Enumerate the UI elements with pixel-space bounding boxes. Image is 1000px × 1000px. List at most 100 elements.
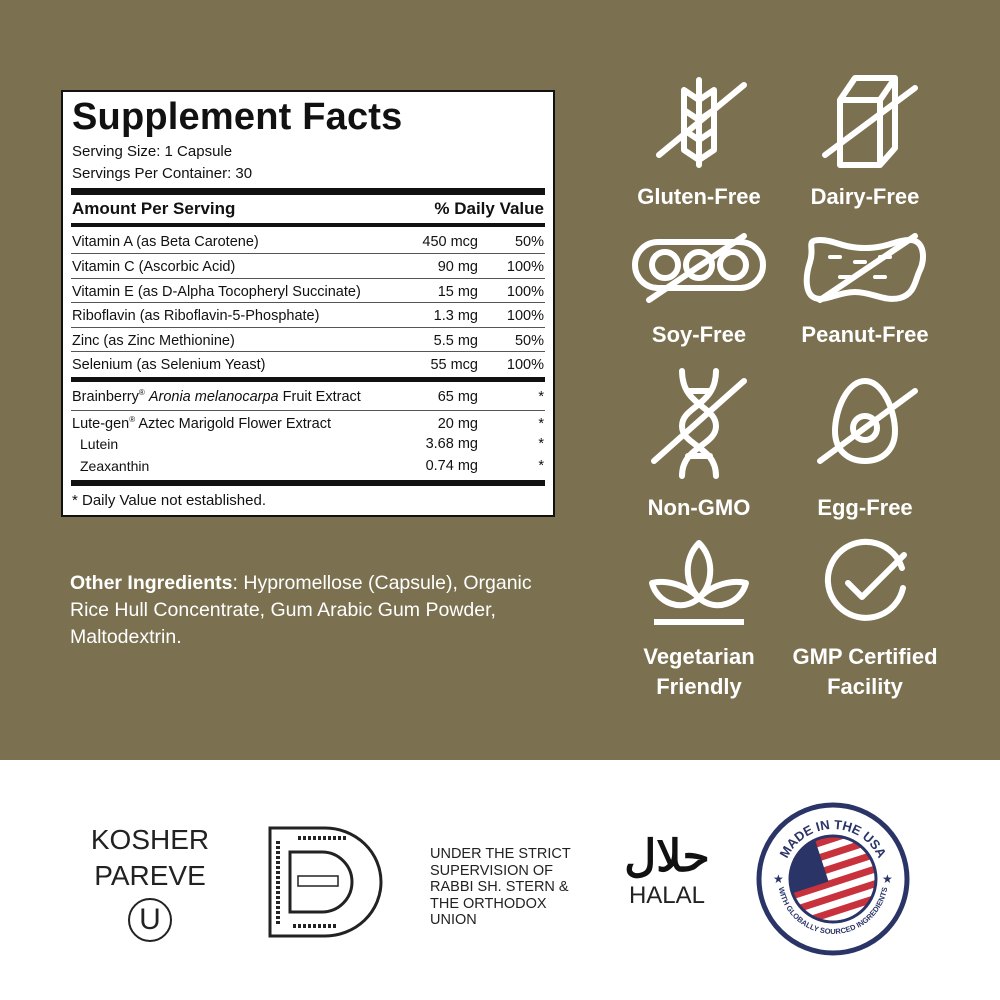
leaf-icon	[649, 540, 749, 625]
badge-gmp-certified: GMP Certified Facility	[780, 538, 950, 702]
halal-arabic-text: حلال	[624, 832, 710, 881]
other-ingredients-label: Other Ingredients	[70, 572, 233, 594]
table-row: Zinc (as Zinc Methionine) 5.5 mg 50%	[72, 328, 544, 353]
ingredient-name: Vitamin C (Ascorbic Acid)	[72, 258, 236, 275]
supervision-line: RABBI SH. STERN &	[430, 879, 569, 895]
milk-carton-crossed-icon	[822, 75, 918, 168]
other-ingredients-text: : Hypromellose (Capsule), Organic Rice H…	[70, 572, 532, 648]
ingredient-latin-name: Aronia melanocarpa	[148, 388, 279, 405]
wheat-crossed-icon	[656, 77, 747, 168]
ingredient-name: Zinc (as Zinc Methionine)	[72, 332, 235, 349]
badge-label: Egg-Free	[817, 495, 913, 520]
badge-label: Gluten-Free	[637, 184, 761, 209]
daily-value: 100%	[506, 307, 544, 324]
made-in-usa-seal: MADE IN THE USA WITH GLOBALLY SOURCED IN…	[756, 802, 910, 956]
kosher-pareve: KOSHER PAREVE U	[90, 822, 210, 942]
table-row: Vitamin C (Ascorbic Acid) 90 mg 100%	[72, 254, 544, 279]
divider	[71, 278, 545, 279]
peanut-crossed-icon	[803, 233, 926, 303]
table-row: Selenium (as Selenium Yeast) 55 mcg 100%	[72, 352, 544, 377]
supervision-line: SUPERVISION OF	[430, 862, 554, 879]
daily-value: *	[538, 415, 544, 432]
daily-value: *	[538, 388, 544, 405]
egg-crossed-icon	[817, 377, 918, 465]
supervision-line: UNDER THE STRICT	[430, 846, 571, 862]
divider	[71, 188, 545, 195]
ingredient-name: Lute-gen	[72, 415, 130, 432]
amount: 90 mg	[437, 258, 478, 275]
ingredient-name-suffix: Fruit Extract	[282, 388, 361, 405]
supervision-text: UNDER THE STRICT SUPERVISION OF RABBI SH…	[430, 846, 571, 929]
divider	[71, 253, 545, 254]
badge-label: Dairy-Free	[810, 184, 920, 209]
table-row: Lutein 3.68 mg *	[72, 433, 544, 455]
badge-peanut-free: Peanut-Free	[780, 232, 950, 350]
amount: 65 mg	[437, 388, 478, 405]
ingredient-name: Riboflavin (as Riboflavin-5-Phosphate)	[72, 307, 320, 324]
divider	[71, 377, 545, 382]
ingredient-name: Vitamin E (as D-Alpha Tocopheryl Succina…	[72, 283, 361, 300]
header-amount: Amount Per Serving	[72, 198, 236, 218]
kosher-text: KOSHER	[90, 824, 210, 855]
star-icon: ★	[882, 872, 893, 886]
halal-logo: حلال HALAL	[612, 832, 722, 910]
table-row: Zeaxanthin 0.74 mg *	[72, 455, 544, 477]
supervision-line: THE ORTHODOX	[430, 895, 547, 912]
pareve-text: PAREVE	[94, 860, 206, 891]
registered-mark: ®	[138, 388, 145, 398]
header-row: Amount Per Serving % Daily Value	[72, 196, 544, 221]
badge-label: Friendly	[656, 674, 742, 699]
table-row: Vitamin E (as D-Alpha Tocopheryl Succina…	[72, 279, 544, 304]
amount: 5.5 mg	[433, 332, 478, 349]
badge-label: Vegetarian	[643, 644, 755, 669]
daily-value: 100%	[506, 258, 544, 275]
amount: 1.3 mg	[433, 307, 478, 324]
daily-value: 100%	[506, 356, 544, 373]
header-dv: % Daily Value	[434, 198, 544, 218]
badge-label: Facility	[827, 674, 903, 699]
registered-mark: ®	[129, 415, 136, 425]
divider	[71, 410, 545, 411]
amount: 55 mcg	[430, 356, 478, 373]
ingredient-name-suffix: Aztec Marigold Flower Extract	[138, 415, 331, 432]
other-ingredients: Other Ingredients: Hypromellose (Capsule…	[70, 570, 550, 651]
daily-value: 100%	[506, 283, 544, 300]
dna-crossed-icon	[651, 368, 747, 479]
badge-gluten-free: Gluten-Free	[614, 70, 784, 212]
badge-dairy-free: Dairy-Free	[780, 70, 950, 212]
supplement-facts-panel: Supplement Facts Serving Size: 1 Capsule…	[61, 90, 555, 517]
badge-soy-free: Soy-Free	[614, 232, 784, 350]
badge-label: GMP Certified	[792, 644, 938, 669]
star-icon: ★	[773, 872, 784, 886]
daily-value: *	[538, 458, 544, 474]
table-row: Riboflavin (as Riboflavin-5-Phosphate) 1.…	[72, 303, 544, 328]
amount: 20 mg	[437, 415, 478, 432]
ou-symbol: U	[128, 898, 172, 942]
divider	[71, 223, 545, 227]
daily-value: 50%	[514, 332, 544, 349]
divider	[71, 480, 545, 486]
badge-egg-free: Egg-Free	[780, 366, 950, 523]
table-row: Brainberry® Aronia melanocarpa Fruit Ext…	[72, 384, 544, 409]
soybean-crossed-icon	[632, 233, 766, 303]
halal-text: HALAL	[628, 882, 706, 909]
badge-label: Soy-Free	[651, 322, 747, 347]
amount: 15 mg	[437, 283, 478, 300]
badge-non-gmo: Non-GMO	[614, 366, 784, 523]
table-row: Vitamin A (as Beta Carotene) 450 mcg 50%	[72, 229, 544, 254]
divider	[71, 327, 545, 328]
footnote: * Daily Value not established.	[72, 492, 267, 509]
daily-value: *	[538, 436, 544, 452]
supervision-line: UNION	[430, 912, 477, 928]
badge-label: Peanut-Free	[801, 322, 929, 347]
divider	[71, 351, 545, 352]
divider	[71, 302, 545, 303]
facts-title: Supplement Facts	[72, 96, 403, 138]
amount: 450 mcg	[422, 233, 478, 250]
badge-label: Non-GMO	[647, 495, 751, 520]
amount: 0.74 mg	[425, 458, 478, 474]
amount: 3.68 mg	[425, 436, 478, 452]
rabbi-stern-kosher-seal	[268, 826, 383, 938]
ingredient-name: Selenium (as Selenium Yeast)	[72, 356, 266, 373]
table-row: Lute-gen® Aztec Marigold Flower Extract …	[72, 411, 544, 436]
